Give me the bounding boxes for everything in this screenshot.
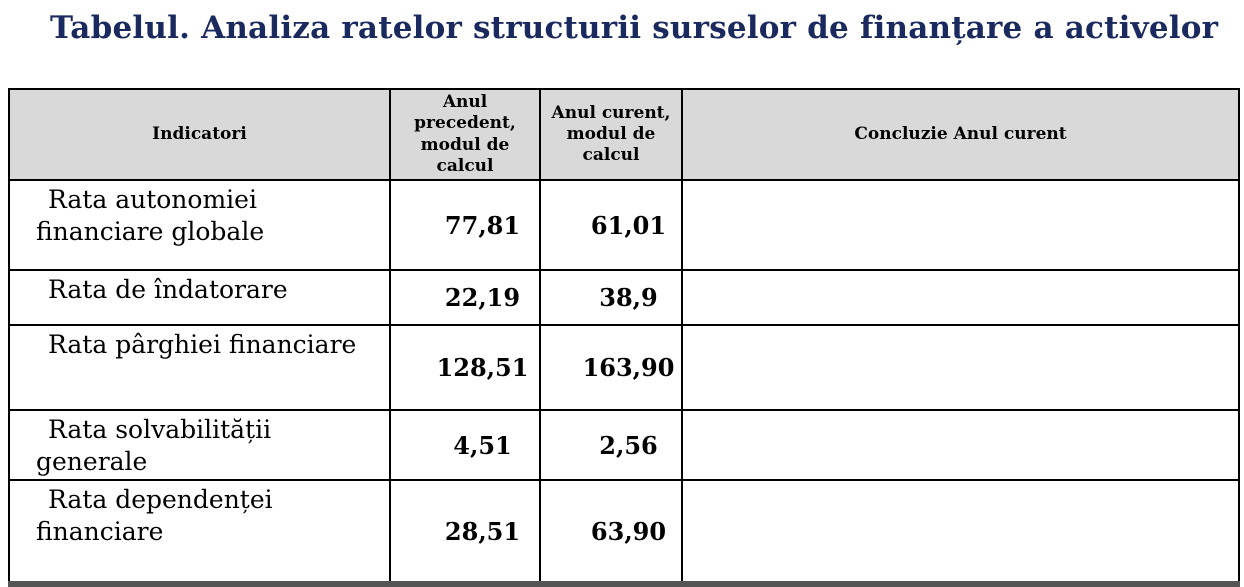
header-cell-anul-curent: Anul curent, modul de calcul (539, 88, 683, 181)
conclusion-cell[interactable] (681, 479, 1240, 587)
previous-year-value: 22,19 (389, 269, 541, 326)
previous-year-value: 128,51 (389, 324, 541, 411)
indicator-label: Rata pârghiei financiare (8, 324, 391, 411)
indicator-label: Rata autonomiei financiare globale (8, 179, 391, 271)
table-row: Rata de îndatorare 22,19 38,9 (8, 269, 1240, 326)
indicator-label: Rata solvabilității generale (8, 409, 391, 481)
table-row: Rata solvabilității generale 4,51 2,56 (8, 409, 1240, 481)
financing-structure-ratios-table: Indicatori Anul precedent, modul de calc… (8, 88, 1240, 587)
table-row: Rata autonomiei financiare globale 77,81… (8, 179, 1240, 271)
conclusion-cell[interactable] (681, 179, 1240, 271)
page-title: Tabelul. Analiza ratelor structurii surs… (50, 10, 1219, 46)
conclusion-cell[interactable] (681, 409, 1240, 481)
indicator-label: Rata dependenței financiare (8, 479, 391, 587)
header-cell-anul-precedent: Anul precedent, modul de calcul (389, 88, 541, 181)
header-cell-indicatori: Indicatori (8, 88, 391, 181)
header-cell-concluzie: Concluzie Anul curent (681, 88, 1240, 181)
previous-year-value: 28,51 (389, 479, 541, 587)
indicator-label: Rata de îndatorare (8, 269, 391, 326)
previous-year-value: 77,81 (389, 179, 541, 271)
current-year-value: 2,56 (539, 409, 683, 481)
conclusion-cell[interactable] (681, 269, 1240, 326)
table-row: Rata pârghiei financiare 128,51 163,90 (8, 324, 1240, 411)
previous-year-value: 4,51 (389, 409, 541, 481)
current-year-value: 61,01 (539, 179, 683, 271)
current-year-value: 163,90 (539, 324, 683, 411)
current-year-value: 63,90 (539, 479, 683, 587)
header-row: Indicatori Anul precedent, modul de calc… (8, 88, 1240, 181)
current-year-value: 38,9 (539, 269, 683, 326)
table-row: Rata dependenței financiare 28,51 63,90 (8, 479, 1240, 587)
conclusion-cell[interactable] (681, 324, 1240, 411)
